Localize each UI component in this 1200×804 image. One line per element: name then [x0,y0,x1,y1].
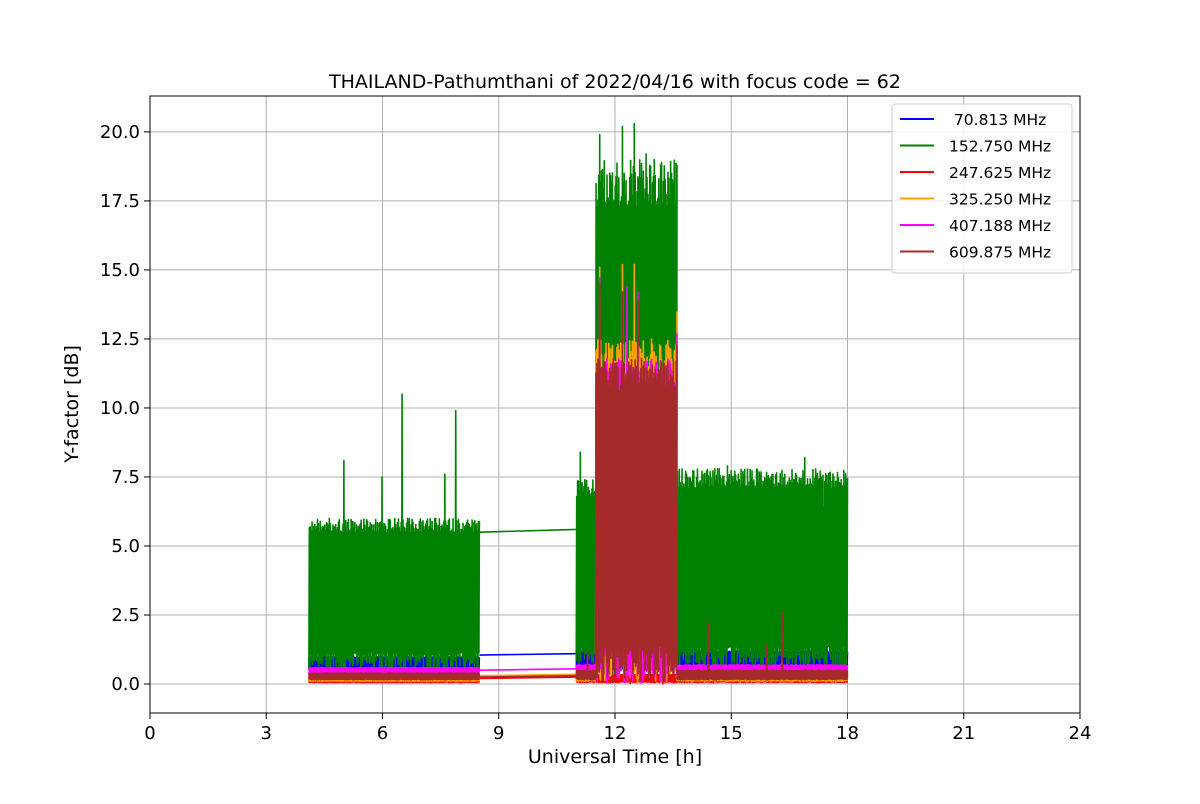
legend-label: 609.875 MHz [949,244,1051,262]
y-tick-label: 20.0 [100,122,140,143]
series-line-segment [308,666,481,677]
x-tick-label: 9 [493,723,504,744]
y-tick-label: 12.5 [100,329,140,350]
y-axis-ticks: 0.0 2.5 5.0 7.5 10.0 12.5 15.0 17.5 20.0 [100,122,150,695]
series-line-segment [676,611,849,681]
legend-label: 325.250 MHz [949,191,1051,209]
series-line-segment [676,456,849,671]
x-tick-label: 15 [720,723,743,744]
x-tick-label: 6 [377,723,388,744]
x-tick-label: 0 [144,723,155,744]
x-tick-label: 3 [261,723,272,744]
y-tick-label: 5.0 [111,536,140,557]
series-line-segment [575,650,597,681]
legend-label: 152.750 MHz [949,138,1051,156]
plot-area [308,122,849,685]
y-axis-title: Y-factor [dB] [61,345,83,464]
series-line-segment [594,282,678,685]
x-tick-label: 21 [952,723,975,744]
legend-label: 407.188 MHz [949,217,1051,235]
series-layer [308,122,849,685]
y-tick-label: 15.0 [100,260,140,281]
x-tick-label: 18 [836,723,859,744]
y-tick-label: 17.5 [100,191,140,212]
series-5 [308,282,849,685]
series-line-segment [479,673,577,677]
series-line-segment [479,668,577,672]
x-axis-title: Universal Time [h] [528,746,702,768]
series-line-segment [479,674,577,678]
x-tick-label: 12 [604,723,627,744]
series-line-segment [308,393,481,671]
series-line-segment [575,451,597,669]
legend-box [891,103,1073,274]
y-tick-label: 2.5 [111,605,140,626]
series-line-segment [479,528,577,533]
legend-label: 247.625 MHz [949,164,1051,182]
y-tick-label: 0.0 [111,674,140,695]
chart-title: THAILAND-Pathumthani of 2022/04/16 with … [328,71,901,93]
y-tick-label: 7.5 [111,467,140,488]
series-line-segment [479,676,577,680]
x-axis-ticks: 0 3 6 9 12 15 18 21 24 [144,713,1091,744]
series-line-segment [479,652,577,656]
x-tick-label: 24 [1069,723,1092,744]
legend-label: 70.813 MHz [949,111,1046,129]
series-line-segment [308,672,481,681]
y-tick-label: 10.0 [100,398,140,419]
legend: 70.813 MHz 152.750 MHz 247.625 MHz 325.250 … [891,103,1073,274]
